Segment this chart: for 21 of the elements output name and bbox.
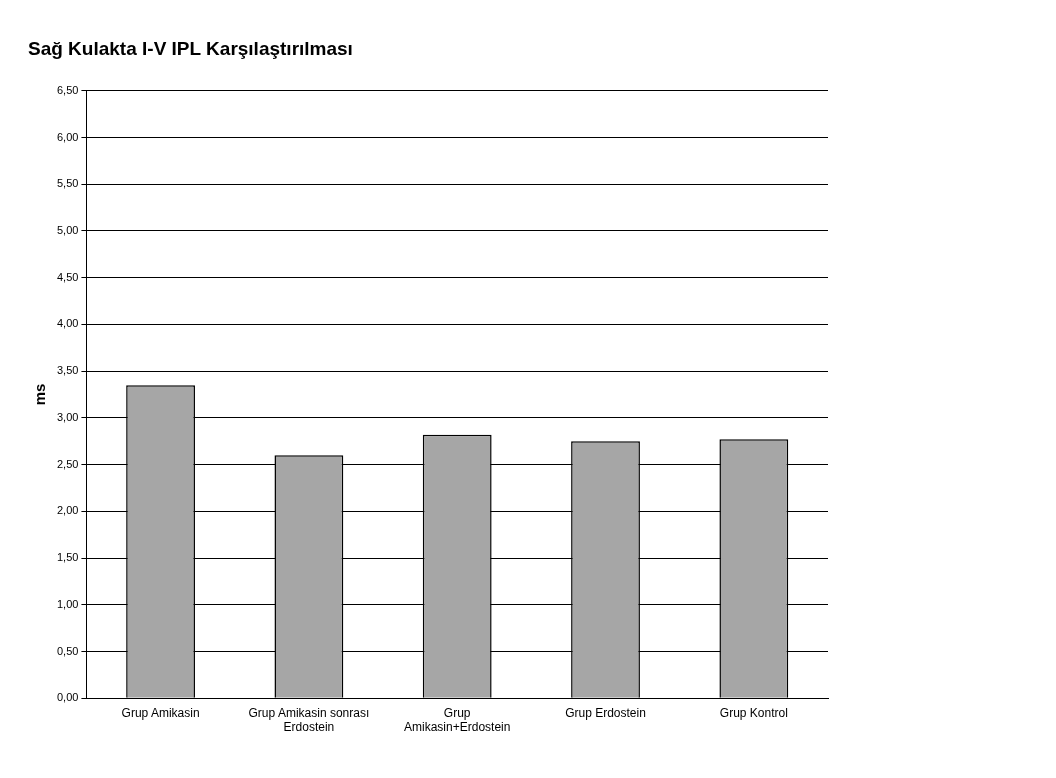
y-tick-label: 1,50 [56,551,79,564]
y-tick-label: 0,50 [56,644,79,657]
y-tick-label: 3,00 [56,410,79,423]
x-tick-label: Grup Kontrol [719,705,788,720]
y-tick-label: 0,00 [56,691,79,704]
x-tick-label: Grup Amikasin [121,705,200,720]
y-tick-label: 4,00 [56,317,79,330]
chart-title: Sağ Kulakta I-V IPL Karşılaştırılması [28,37,353,59]
y-tick-label: 6,00 [56,130,79,143]
x-tick-label: Grup Amikasin sonrası Erdostein [248,705,370,735]
y-tick-label: 5,50 [56,177,79,190]
x-tick-label: Grup Amikasin+Erdostein [404,705,511,735]
y-tick-label: 1,00 [56,597,79,610]
y-axis-title: ms [31,383,49,406]
y-tick-label: 5,00 [56,224,79,236]
y-tick-label: 6,50 [56,83,79,96]
y-tick-label: 4,50 [56,270,79,283]
y-tick-label: 2,50 [56,457,79,470]
y-tick-label: 3,50 [56,364,79,377]
x-tick-label: Grup Erdostein [565,705,646,720]
y-tick-label: 2,00 [56,504,79,517]
